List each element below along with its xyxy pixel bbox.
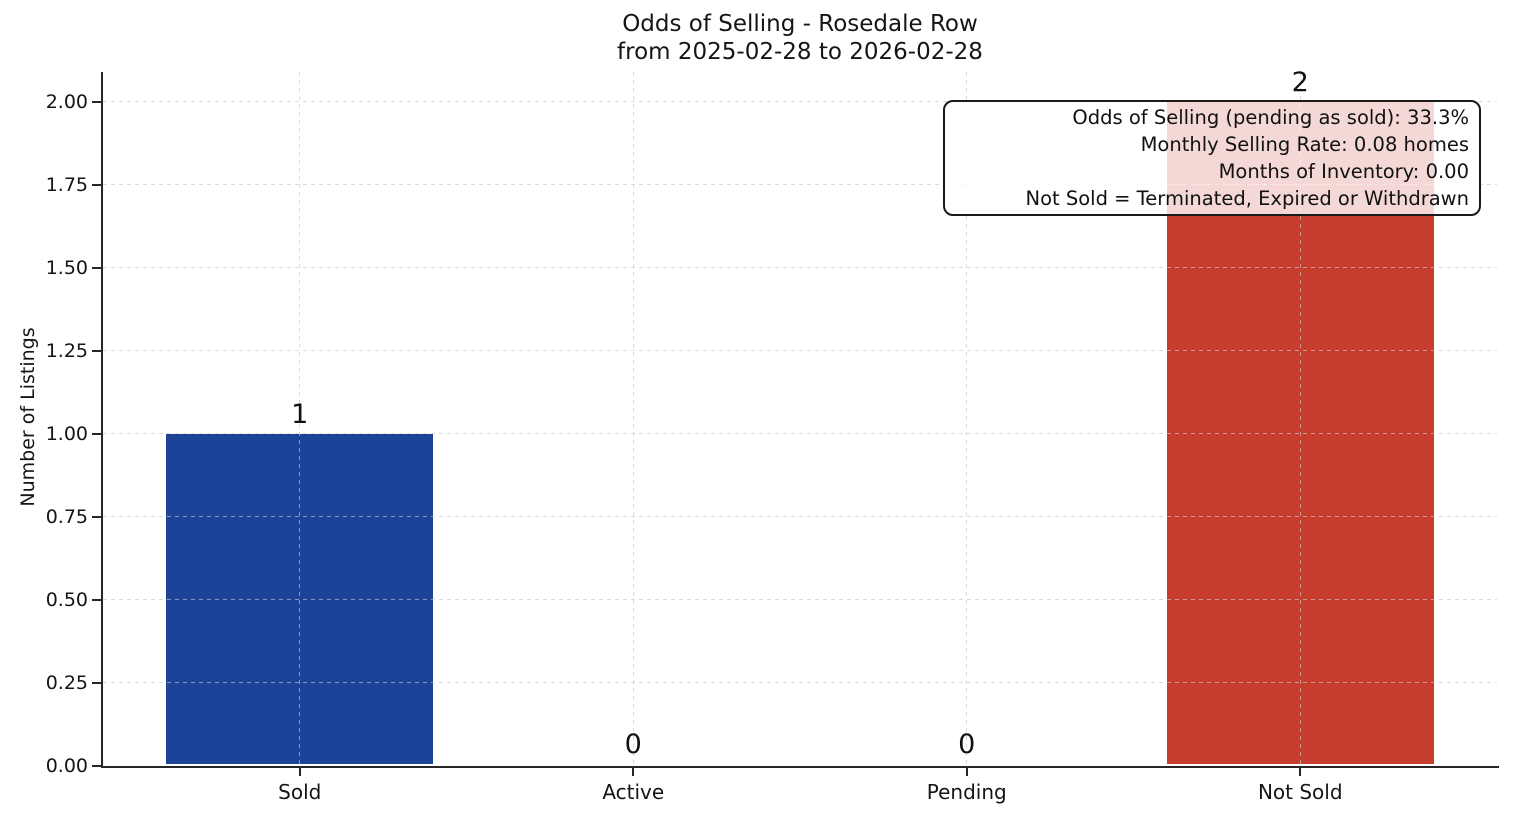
annotation-line: Months of Inventory: 0.00 — [1218, 160, 1469, 183]
y-tick-mark — [92, 183, 101, 186]
bar-value-label: 0 — [624, 729, 642, 760]
y-tick-label: 0.25 — [45, 671, 88, 694]
y-tick-label: 1.25 — [45, 339, 88, 362]
annotation-line: Odds of Selling (pending as sold): 33.3% — [1072, 106, 1469, 129]
y-tick-label: 1.50 — [45, 256, 88, 279]
gridline-vertical — [299, 72, 301, 766]
gridline-horizontal — [103, 599, 1497, 601]
chart-title-line2: from 2025-02-28 to 2026-02-28 — [617, 39, 983, 65]
gridline-vertical — [632, 72, 634, 766]
y-tick-mark — [92, 681, 101, 684]
y-tick-label: 0.50 — [45, 588, 88, 611]
gridline-horizontal — [103, 101, 1497, 103]
annotation-line: Monthly Selling Rate: 0.08 homes — [1140, 133, 1469, 156]
chart-title: Odds of Selling - Rosedale Row from 2025… — [103, 10, 1497, 66]
gridline-horizontal — [103, 682, 1497, 684]
y-tick-mark — [92, 765, 101, 767]
gridline-horizontal — [103, 350, 1497, 352]
gridline-horizontal — [103, 516, 1497, 518]
x-tick-mark — [1299, 768, 1302, 776]
bar-value-label: 1 — [291, 398, 309, 430]
gridline-vertical — [966, 72, 968, 766]
bar-value-label: 0 — [958, 729, 976, 760]
y-tick-label: 1.75 — [45, 173, 88, 196]
gridline-horizontal — [103, 267, 1497, 269]
gridline-horizontal — [103, 184, 1497, 186]
x-category-label: Sold — [278, 780, 322, 804]
y-tick-mark — [92, 598, 101, 601]
annotation-line: Not Sold = Terminated, Expired or Withdr… — [1025, 187, 1469, 210]
x-axis-spine — [101, 766, 1499, 768]
y-tick-mark — [92, 349, 101, 352]
y-tick-label: 0.75 — [45, 505, 88, 528]
x-tick-mark — [965, 768, 968, 776]
x-category-label: Not Sold — [1257, 780, 1343, 804]
y-tick-mark — [92, 432, 101, 435]
y-axis-spine — [101, 72, 103, 768]
chart-title-line1: Odds of Selling - Rosedale Row — [622, 11, 978, 37]
x-category-label: Active — [602, 780, 665, 804]
bar-value-label: 2 — [1291, 66, 1309, 98]
gridline-vertical — [1299, 72, 1301, 766]
y-tick-mark — [92, 515, 101, 518]
y-tick-label: 0.00 — [45, 755, 88, 777]
x-category-label: Pending — [926, 780, 1007, 804]
x-tick-mark — [298, 768, 301, 776]
annotation-box: Odds of Selling (pending as sold): 33.3%… — [943, 100, 1481, 216]
y-tick-label: 2.00 — [45, 90, 88, 113]
y-tick-label: 1.00 — [45, 422, 88, 445]
x-tick-mark — [632, 768, 635, 776]
y-tick-mark — [92, 266, 101, 269]
y-tick-mark — [92, 100, 101, 103]
gridline-horizontal — [103, 433, 1497, 435]
